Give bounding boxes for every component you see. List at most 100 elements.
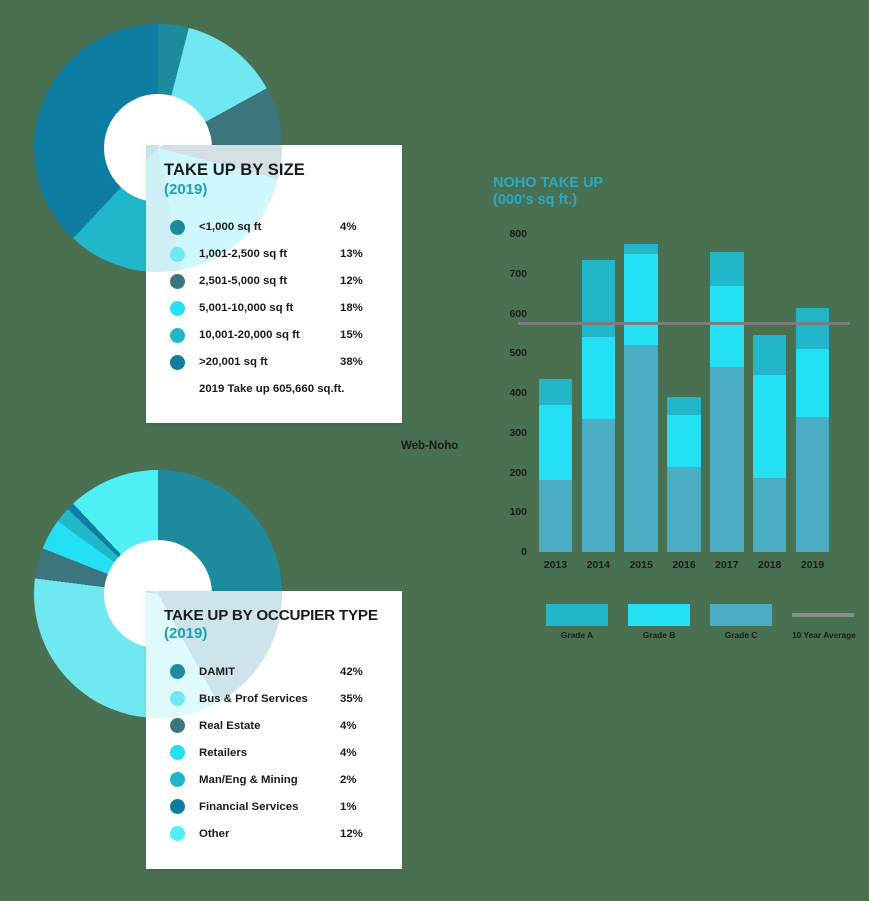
legend-color-dot-icon (170, 691, 185, 707)
legend-item-value: 12% (340, 827, 363, 840)
legend-item: 5,001-10,000 sq ft 18% (164, 295, 384, 322)
legend-item-value: 35% (340, 692, 363, 705)
bar-segment (581, 418, 615, 552)
y-axis-tick-label: 400 (509, 387, 527, 399)
chart-legend-label: 10 Year Average (792, 630, 856, 640)
legend-item-value: 18% (340, 302, 363, 315)
legend-item: Real Estate 4% (164, 712, 384, 739)
bar-segment (795, 416, 830, 552)
watermark-label: Web-Noho (401, 440, 459, 452)
chart-legend-label: Grade A (560, 630, 594, 640)
y-axis-tick-label: 100 (509, 506, 527, 519)
bar-segment (624, 253, 658, 346)
bar-segment (710, 251, 744, 286)
legend-item-label: 2,501-5,000 sq ft (199, 275, 288, 288)
bar-segment (667, 397, 701, 415)
bar-segment (538, 480, 573, 552)
legend-item-label: >20,001 sq ft (199, 356, 268, 369)
legend-color-dot-icon (170, 273, 185, 289)
take-up-total-note: 2019 Take up 605,660 sq.ft. (199, 382, 345, 395)
legend-item-value: 38% (340, 356, 363, 369)
y-axis-tick-label: 700 (509, 267, 527, 280)
y-axis-tick-label: 800 (509, 228, 527, 240)
legend-item: Retailers 4% (164, 739, 384, 766)
take-up-by-size-card: TAKE UP BY SIZE (2019) <1,000 sq ft 4% 1,0… (146, 145, 402, 423)
legend-list-size: <1,000 sq ft 4% 1,001-2,500 sq ft 13% 2,501-… (164, 214, 384, 376)
bar-column: 2017 (710, 234, 744, 571)
legend-color-dot-icon (170, 772, 185, 788)
x-axis-tick-label: 2018 (758, 559, 782, 571)
x-axis-tick-label: 2013 (543, 559, 568, 571)
x-axis-tick-label: 2014 (586, 559, 610, 571)
legend-item-value: 2% (340, 773, 357, 786)
legend-item-value: 13% (340, 248, 363, 261)
legend-item-value: 4% (340, 719, 357, 732)
bar-column: 2019 (795, 234, 830, 571)
y-axis-tick-label: 600 (509, 307, 527, 320)
average-reference-line (518, 322, 850, 326)
take-up-by-occupier-card: TAKE UP BY OCCUPIER TYPE (2019) DAMIT 42%… (146, 591, 402, 869)
year-label-size: (2019) (164, 180, 208, 198)
bar-segment (538, 379, 573, 405)
legend-color-dot-icon (170, 826, 185, 842)
legend-item: Financial Services 1% (164, 793, 384, 820)
x-axis-tick-label: 2016 (672, 559, 696, 571)
bar-segment (624, 243, 658, 254)
legend-swatch-icon (628, 604, 690, 626)
bar-column: 2014 (581, 234, 615, 571)
year-label-occupier: (2019) (164, 625, 208, 643)
legend-item-label: Man/Eng & Mining (199, 773, 298, 786)
chart-legend-label: Grade C (724, 630, 758, 640)
legend-color-dot-icon (170, 745, 185, 761)
legend-item-label: DAMIT (199, 665, 236, 678)
legend-item-label: Bus & Prof Services (199, 692, 308, 705)
legend-item-label: Real Estate (199, 719, 261, 732)
legend-color-dot-icon (170, 300, 185, 316)
bar-segment (753, 335, 787, 376)
bar-column: 2013 (538, 234, 573, 571)
legend-color-dot-icon (170, 246, 185, 262)
page-title-size: TAKE UP BY SIZE (164, 161, 305, 179)
legend-color-dot-icon (170, 718, 185, 734)
bar-segment (667, 414, 701, 467)
legend-item-label: 5,001-10,000 sq ft (199, 302, 294, 315)
bar-segment (581, 337, 615, 419)
bar-segment (710, 285, 744, 368)
legend-item-value: 4% (340, 746, 357, 759)
x-axis-tick-label: 2017 (715, 559, 739, 571)
legend-item-label: 1,001-2,500 sq ft (199, 248, 288, 261)
legend-item: 10,001-20,000 sq ft 15% (164, 322, 384, 349)
noho-take-up-chart: NOHO TAKE UP (000's sq ft.) 0 100 200 300 40… (476, 170, 856, 670)
legend-item: Other 12% (164, 820, 384, 847)
legend-item-label: 10,001-20,000 sq ft (199, 329, 300, 342)
legend-item: >20,001 sq ft 38% (164, 349, 384, 376)
legend-item-value: 4% (340, 221, 357, 234)
chart-legend-item: Grade A (546, 604, 608, 640)
bar-segment (667, 466, 701, 552)
bar-column: 2015 (624, 234, 658, 571)
bar-segment (624, 345, 658, 552)
legend-list-occupier: DAMIT 42% Bus & Prof Services 35% Real Estat… (164, 658, 384, 847)
chart-legend-item: Grade C (710, 604, 772, 640)
y-axis-tick-label: 300 (509, 426, 527, 439)
bar-column: 2016 (667, 234, 701, 571)
bar-segment (538, 404, 573, 481)
x-axis-tick-label: 2015 (629, 559, 653, 571)
bar-segment (753, 375, 787, 479)
chart-plot-area: 0 100 200 300 400 500 600 700 800 2013 2014 2015 201… (509, 228, 850, 571)
legend-item: <1,000 sq ft 4% (164, 214, 384, 241)
legend-item: 1,001-2,500 sq ft 13% (164, 241, 384, 268)
legend-swatch-icon (710, 604, 772, 626)
chart-legend-item: Grade B (628, 604, 690, 640)
legend-swatch-icon (546, 604, 608, 626)
y-axis-tick-label: 200 (509, 466, 527, 479)
legend-color-dot-icon (170, 219, 185, 235)
legend-item: Man/Eng & Mining 2% (164, 766, 384, 793)
y-axis-tick-label: 500 (509, 347, 527, 360)
legend-item: 2,501-5,000 sq ft 12% (164, 268, 384, 295)
bar-column: 2018 (753, 234, 787, 571)
bar-segment (753, 478, 787, 552)
y-axis-tick-label: 0 (521, 546, 527, 558)
x-axis-tick-label: 2019 (800, 559, 825, 571)
